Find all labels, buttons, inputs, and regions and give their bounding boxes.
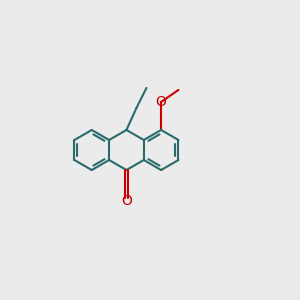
Text: O: O	[121, 194, 132, 208]
Text: O: O	[156, 95, 167, 109]
